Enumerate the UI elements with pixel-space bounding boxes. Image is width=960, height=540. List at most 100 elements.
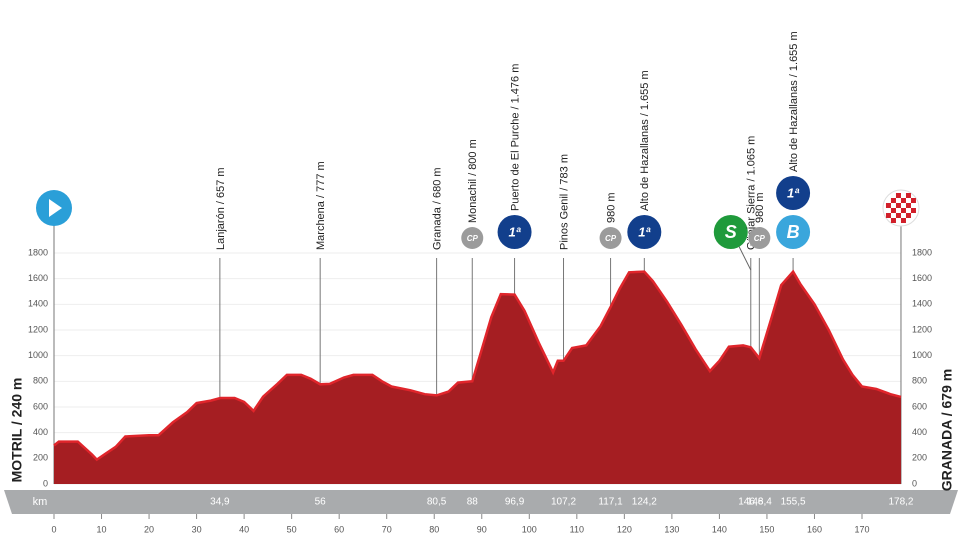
- y-tick-label: 400: [33, 427, 48, 437]
- badge-text: 1ª: [787, 185, 800, 200]
- y-tick-label: 1800: [28, 247, 48, 257]
- y-tick-label-right: 600: [912, 401, 927, 411]
- waypoint-name: Puerto de El Purche / 1.476 m: [509, 64, 521, 211]
- x-tick-label: 20: [144, 524, 154, 534]
- x-tick-label: 70: [382, 524, 392, 534]
- y-tick-label-right: 1200: [912, 324, 932, 334]
- finish-check: [895, 203, 901, 208]
- x-tick-label: 50: [287, 524, 297, 534]
- waypoint-name: Alto de Hazallanas / 1.655 m: [788, 31, 800, 172]
- x-tick-label: 60: [334, 524, 344, 534]
- waypoint-km: 34,9: [210, 497, 230, 508]
- x-tick-label: 40: [239, 524, 249, 534]
- finish-label: GRANADA / 679 m: [939, 369, 955, 491]
- badge: [497, 215, 532, 249]
- waypoint-km: 88: [467, 497, 479, 508]
- waypoint-km: 96,9: [505, 497, 525, 508]
- x-tick-label: 110: [570, 524, 584, 534]
- y-tick-label: 1600: [28, 273, 48, 283]
- badge-text: CP: [605, 234, 617, 243]
- badge-text: S: [725, 222, 737, 242]
- km-label: km: [33, 496, 48, 508]
- waypoint-km: 155,5: [781, 497, 806, 508]
- y-tick-label-right: 1600: [912, 273, 932, 283]
- badge-text: B: [787, 222, 800, 242]
- x-tick-label: 170: [854, 524, 869, 534]
- x-tick-label: 10: [97, 524, 107, 534]
- y-tick-label-right: 1000: [912, 350, 932, 360]
- waypoint-km: 107,2: [551, 497, 576, 508]
- finish-check: [885, 203, 891, 208]
- y-tick-label: 1400: [28, 299, 48, 309]
- finish-check: [890, 218, 896, 223]
- y-tick-label-right: 1400: [912, 299, 932, 309]
- finish-check: [900, 208, 906, 213]
- finish-check: [905, 203, 911, 208]
- km-band: [4, 490, 958, 514]
- x-tick-label: 90: [477, 524, 487, 534]
- waypoint-name: Granada / 680 m: [432, 167, 444, 250]
- x-tick-label: 100: [522, 524, 537, 534]
- waypoint-name: Lanjarón / 657 m: [215, 167, 227, 250]
- finish-check: [895, 193, 901, 198]
- waypoint-name: Monachil / 800 m: [467, 139, 479, 223]
- x-tick-label: 0: [51, 524, 56, 534]
- badge-text: 1ª: [509, 224, 522, 239]
- waypoint-name: Alto de Hazallanas / 1.655 m: [639, 70, 651, 211]
- waypoint-km: 56: [315, 497, 327, 508]
- badge: [748, 227, 771, 249]
- x-tick-label: 160: [807, 524, 822, 534]
- badge-text: CP: [754, 234, 766, 243]
- badge: [713, 215, 748, 249]
- y-tick-label: 600: [33, 401, 48, 411]
- badge: [627, 215, 662, 249]
- y-tick-label-right: 400: [912, 427, 927, 437]
- finish-check: [890, 198, 896, 203]
- x-tick-label: 120: [617, 524, 632, 534]
- waypoint-km: 146,6: [738, 497, 763, 508]
- x-tick-label: 80: [429, 524, 439, 534]
- waypoint-name: Marchena / 777 m: [315, 161, 327, 250]
- finish-check: [900, 218, 906, 223]
- finish-check: [895, 213, 901, 218]
- y-tick-label: 800: [33, 376, 48, 386]
- badge-leader: [738, 245, 752, 271]
- y-tick-label-right: 0: [912, 478, 917, 488]
- badge: [599, 227, 622, 249]
- waypoint-km: 124,2: [632, 497, 657, 508]
- y-tick-label-right: 200: [912, 453, 927, 463]
- badge: [776, 176, 811, 210]
- y-tick-label-right: 800: [912, 376, 927, 386]
- waypoint-name: 980 m: [754, 192, 766, 223]
- waypoint-km: 178,2: [888, 497, 913, 508]
- badge: [776, 215, 811, 249]
- finish-check: [905, 193, 911, 198]
- x-tick-label: 30: [192, 524, 202, 534]
- waypoint-km: 117,1: [598, 497, 623, 508]
- elevation-edge: [53, 269, 902, 462]
- y-tick-label: 0: [43, 478, 48, 488]
- badge-text: CP: [467, 234, 479, 243]
- y-tick-label: 200: [33, 453, 48, 463]
- badge: [461, 227, 484, 249]
- x-tick-label: 130: [664, 524, 679, 534]
- x-tick-label: 150: [759, 524, 774, 534]
- finish-check: [890, 208, 896, 213]
- y-tick-label: 1200: [28, 324, 48, 334]
- finish-check: [905, 213, 911, 218]
- badge-text: 1ª: [638, 224, 651, 239]
- finish-check: [910, 208, 916, 213]
- waypoint-km: 80,5: [427, 497, 447, 508]
- start-arrow: [49, 199, 62, 217]
- start-label: MOTRIL / 240 m: [9, 378, 25, 483]
- finish-check: [910, 198, 916, 203]
- waypoint-name: 980 m: [605, 192, 617, 223]
- x-tick-label: 140: [712, 524, 727, 534]
- finish-check: [885, 213, 891, 218]
- waypoint-name: Pinos Genil / 783 m: [558, 154, 570, 250]
- finish-check: [900, 198, 906, 203]
- waypoint-km: 148,4: [747, 497, 772, 508]
- y-tick-label: 1000: [28, 350, 48, 360]
- y-tick-label-right: 1800: [912, 247, 932, 257]
